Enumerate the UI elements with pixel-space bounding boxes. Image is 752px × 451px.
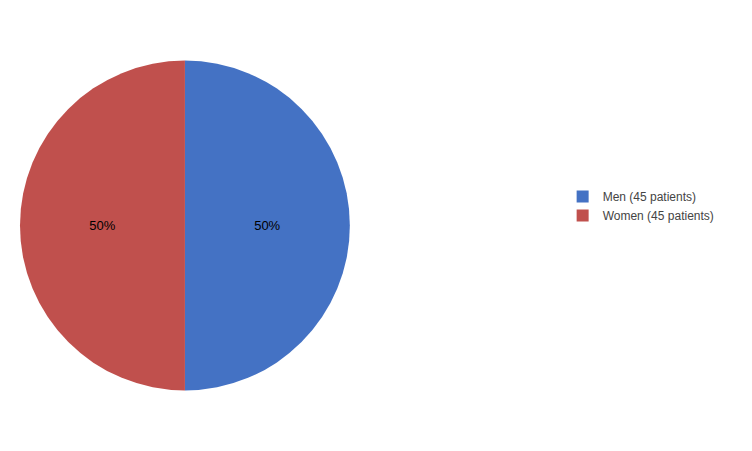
svg-text:50%: 50% — [89, 218, 115, 233]
svg-text:Women (45 patients): Women (45 patients) — [603, 209, 714, 223]
svg-text:50%: 50% — [254, 218, 280, 233]
svg-text:Men (45 patients): Men (45 patients) — [603, 190, 696, 204]
